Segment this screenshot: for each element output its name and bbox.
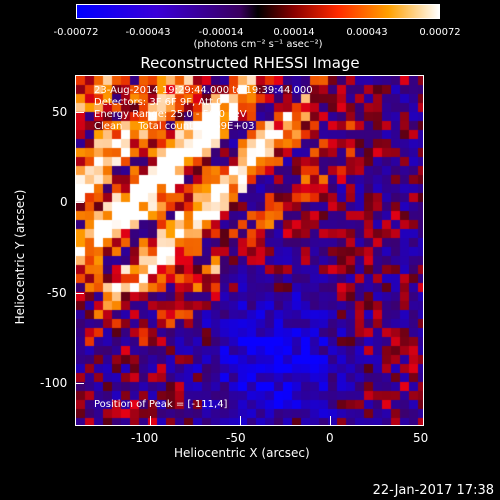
y-tick-label: -50 — [47, 286, 67, 300]
x-tick-label: -100 — [131, 431, 159, 445]
x-tick-label: -50 — [226, 431, 246, 445]
colorbar — [76, 4, 440, 19]
rhessi-image: 23-Aug-2014 19:29:44.000 to 19:39:44.000… — [75, 75, 424, 426]
timestamp: 22-Jan-2017 17:38 — [372, 483, 494, 498]
peak-position: Position of Peak = [-111,4] — [94, 399, 228, 410]
y-tickmark — [75, 383, 84, 384]
x-tick-label: 50 — [413, 431, 429, 445]
x-axis-label: Heliocentric X (arcsec) — [174, 446, 310, 460]
colorbar-tick: 0.00043 — [346, 27, 388, 38]
colorbar-tick: -0.00014 — [198, 27, 244, 38]
image-pixels — [76, 76, 423, 425]
y-tickmark — [75, 112, 84, 113]
x-tick-label: 0 — [326, 431, 334, 445]
info-energy: Energy Range: 25.0 - 50.0 keV — [94, 109, 247, 120]
y-tickmark — [75, 202, 84, 203]
info-time: 23-Aug-2014 19:29:44.000 to 19:39:44.000 — [94, 85, 313, 96]
info-detectors: Detectors: 3F 6F 9F, Att 0 — [94, 97, 223, 108]
y-tick-label: -100 — [40, 376, 68, 390]
x-tickmark — [240, 416, 241, 425]
colorbar-tick: 0.00072 — [419, 27, 461, 38]
x-tickmark — [330, 416, 331, 425]
plot-title: Reconstructed RHESSI Image — [140, 54, 360, 72]
x-tickmark — [150, 416, 151, 425]
colorbar-tick: -0.00072 — [53, 27, 99, 38]
y-tick-label: 0 — [60, 195, 68, 209]
info-clean: Clean Total counts: 9.69E+03 — [94, 121, 255, 132]
y-tick-label: 50 — [52, 105, 68, 119]
colorbar-units: (photons cm⁻² s⁻¹ asec⁻²) — [193, 39, 323, 50]
y-axis-label: Heliocentric Y (arcsec) — [13, 189, 27, 325]
colorbar-tick: -0.00043 — [125, 27, 171, 38]
y-tickmark — [75, 293, 84, 294]
colorbar-tick: 0.00014 — [273, 27, 315, 38]
